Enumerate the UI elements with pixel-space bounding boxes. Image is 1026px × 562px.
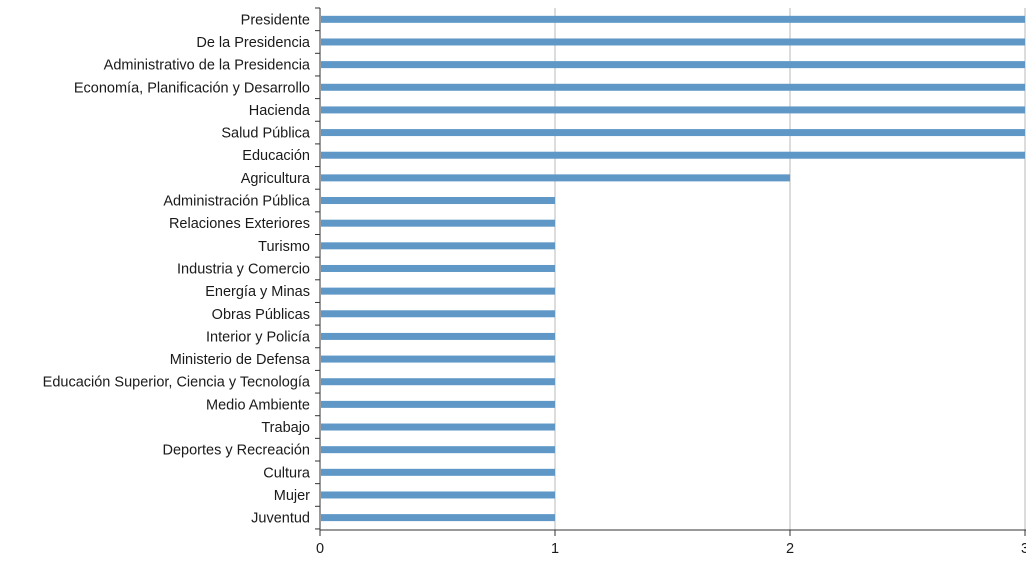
category-label: Economía, Planificación y Desarrollo [74,80,310,96]
category-label: Administración Pública [163,194,311,210]
category-label: Hacienda [249,103,311,119]
bar-4 [321,106,1025,114]
category-label: Industria y Comercio [177,261,310,277]
category-label: Ministerio de Defensa [170,352,311,368]
x-tick-label: 0 [316,541,324,557]
x-tick-label: 3 [1021,541,1026,557]
category-label: Relaciones Exteriores [169,216,310,232]
bar-13 [321,310,555,318]
bar-17 [321,400,555,408]
category-label: Turismo [258,239,310,255]
bar-16 [321,378,555,386]
category-label: Presidente [241,12,310,28]
category-label: Educación Superior, Ciencia y Tecnología [43,375,311,391]
category-label: Obras Públicas [212,307,310,323]
category-label: De la Presidencia [196,35,311,51]
bar-10 [321,242,555,250]
bar-2 [321,61,1025,69]
bar-0 [321,15,1025,23]
bar-12 [321,287,555,295]
category-label: Deportes y Recreación [163,443,311,459]
bar-7 [321,174,790,182]
category-label: Agricultura [241,171,311,187]
bars [321,15,1025,522]
bar-19 [321,446,555,454]
bar-9 [321,219,555,227]
bar-3 [321,83,1025,91]
category-label: Energía y Minas [205,284,310,300]
x-tick-labels: 0 1 2 3 [316,541,1026,557]
category-label: Educación [242,148,310,164]
axes [315,7,1026,536]
bar-20 [321,468,555,476]
category-label: Salud Pública [221,126,311,142]
bar-21 [321,491,555,499]
bar-5 [321,129,1025,137]
x-tick-label: 2 [786,541,794,557]
bar-1 [321,38,1025,46]
category-label: Medio Ambiente [206,397,310,413]
bar-18 [321,423,555,431]
category-label: Administrativo de la Presidencia [104,58,311,74]
category-label: Trabajo [261,420,310,436]
category-label: Interior y Policía [206,329,311,345]
bar-15 [321,355,555,363]
bar-8 [321,197,555,205]
category-label: Cultura [263,465,311,481]
category-labels: Presidente De la Presidencia Administrativ… [43,12,311,526]
category-label: Juventud [251,511,310,527]
bar-22 [321,514,555,522]
x-tick-label: 1 [551,541,559,557]
bar-14 [321,332,555,340]
category-label: Mujer [274,488,310,504]
bar-6 [321,151,1025,159]
bar-11 [321,264,555,272]
